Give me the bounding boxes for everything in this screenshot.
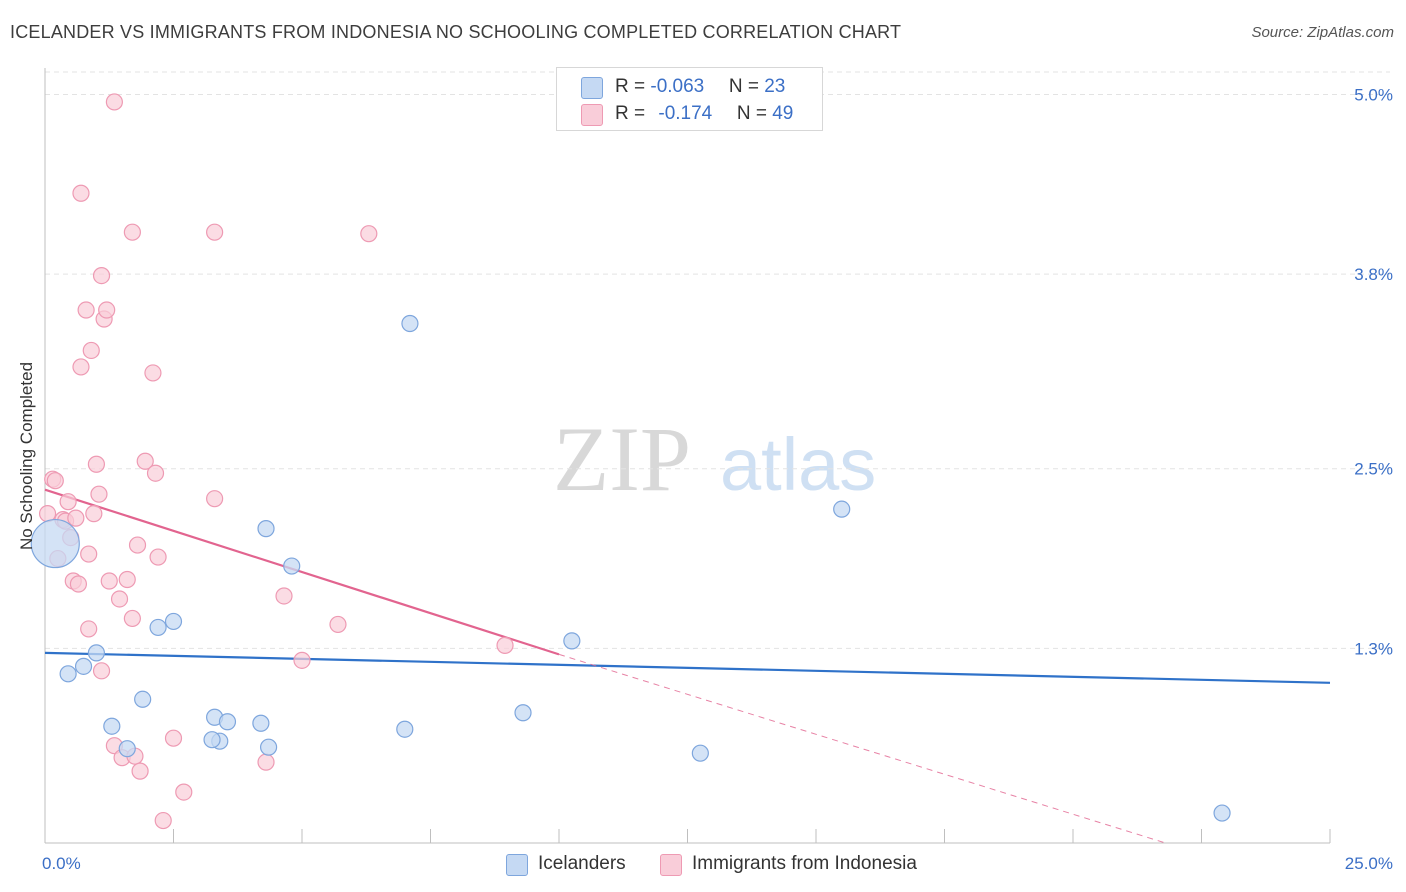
data-point-indonesia [206, 490, 224, 508]
data-point-indonesia [92, 662, 111, 680]
data-point-indonesia [149, 548, 167, 566]
data-point-icelanders [59, 665, 77, 683]
data-point-icelanders [134, 690, 152, 708]
legend-r-value: -0.063 [650, 76, 705, 97]
trend-line-indonesia [44, 488, 560, 656]
legend-n-label: N = [736, 103, 773, 124]
data-point-indonesia [110, 590, 129, 608]
legend-swatch-pink [581, 104, 603, 126]
trend-lines [44, 488, 1331, 844]
data-point-icelanders [259, 738, 278, 756]
y-axis-label: No Schooling Completed [17, 361, 36, 551]
data-point-icelanders [74, 657, 93, 675]
data-point-indonesia [90, 485, 108, 503]
data-point-indonesia [360, 225, 378, 243]
data-point-indonesia [98, 301, 116, 319]
data-point-indonesia [257, 753, 275, 771]
y-tick-label: 3.8% [1354, 265, 1393, 284]
watermark-zip: ZIP [553, 408, 691, 510]
x-tick-label: 0.0% [42, 854, 81, 873]
data-point-icelanders [563, 632, 581, 650]
data-point-indonesia [123, 223, 141, 241]
correlation-legend: R = -0.063 N = 23 R = -0.174 N = 49 [556, 67, 823, 131]
data-point-indonesia [100, 572, 118, 590]
data-point-indonesia [275, 587, 293, 605]
data-point-indonesia [329, 615, 347, 634]
legend-r-value: -0.174 [658, 103, 713, 124]
legend-r-label: R = [615, 103, 651, 124]
data-point-indonesia [85, 505, 103, 523]
data-point-indonesia [136, 452, 154, 470]
legend-r-label: R = [615, 76, 651, 97]
data-point-indonesia [80, 620, 98, 638]
x-tick-label: 25.0% [1345, 854, 1393, 873]
data-point-icelanders [164, 612, 183, 631]
legend-n-value: 49 [772, 103, 794, 124]
data-point-icelanders [283, 557, 301, 575]
data-point-indonesia [496, 636, 514, 654]
trend-line-icelanders [44, 651, 1331, 684]
grid-lines [45, 71, 1390, 649]
data-point-icelanders [118, 740, 136, 758]
data-point-indonesia [72, 184, 90, 202]
data-point-indonesia [87, 455, 106, 473]
data-point-indonesia [82, 341, 100, 360]
data-point-indonesia [72, 358, 90, 376]
data-point-indonesia [146, 464, 165, 482]
chart-title: ICELANDER VS IMMIGRANTS FROM INDONESIA N… [10, 22, 902, 42]
data-point-icelanders [218, 713, 237, 731]
data-point-icelanders [87, 644, 106, 662]
legend-n-value: 23 [764, 76, 786, 97]
trend-line-indonesia-extension [558, 653, 1166, 844]
data-point-indonesia [69, 575, 88, 593]
data-point-icelanders [1213, 804, 1231, 822]
data-point-icelanders [30, 518, 80, 569]
source-label: Source: ZipAtlas.com [1251, 24, 1394, 41]
legend-n-label: N = [728, 76, 765, 97]
data-point-icelanders [514, 704, 532, 722]
bottom-legend-swatch-blue [506, 854, 528, 876]
y-tick-label: 2.5% [1354, 460, 1393, 479]
data-point-icelanders [833, 500, 851, 518]
bottom-legend-label: Immigrants from Indonesia [692, 853, 917, 874]
data-point-indonesia [59, 493, 77, 511]
axes [44, 68, 1331, 844]
data-point-indonesia [67, 509, 85, 527]
legend-swatch-blue [581, 77, 603, 99]
data-point-indonesia [92, 267, 111, 285]
data-points [30, 93, 1231, 830]
y-tick-label: 1.3% [1354, 639, 1393, 658]
data-point-indonesia [118, 570, 136, 589]
data-point-icelanders [103, 717, 121, 735]
data-point-indonesia [175, 783, 193, 801]
data-point-indonesia [128, 536, 147, 554]
data-point-indonesia [293, 651, 311, 669]
data-point-icelanders [691, 744, 709, 762]
bottom-legend-label: Icelanders [538, 853, 626, 874]
data-point-icelanders [396, 720, 414, 738]
watermark-atlas: atlas [720, 423, 876, 506]
data-point-indonesia [131, 762, 149, 780]
data-point-indonesia [123, 609, 141, 628]
data-point-indonesia [164, 729, 183, 747]
tick-labels: 1.3% 2.5% 3.8% 5.0% 0.0% 25.0% [42, 85, 1393, 873]
data-point-indonesia [206, 223, 224, 241]
data-point-icelanders [401, 314, 419, 333]
data-point-icelanders [252, 714, 270, 732]
data-point-icelanders [257, 520, 275, 538]
y-tick-label: 5.0% [1354, 85, 1393, 104]
data-point-icelanders [149, 618, 167, 637]
data-point-indonesia [154, 811, 172, 830]
data-point-indonesia [105, 93, 123, 111]
data-point-indonesia [77, 301, 95, 319]
data-point-indonesia [80, 545, 98, 563]
data-point-indonesia [46, 472, 64, 490]
data-point-icelanders [203, 731, 221, 749]
bottom-legend-swatch-pink [660, 854, 682, 876]
data-point-indonesia [144, 364, 162, 382]
